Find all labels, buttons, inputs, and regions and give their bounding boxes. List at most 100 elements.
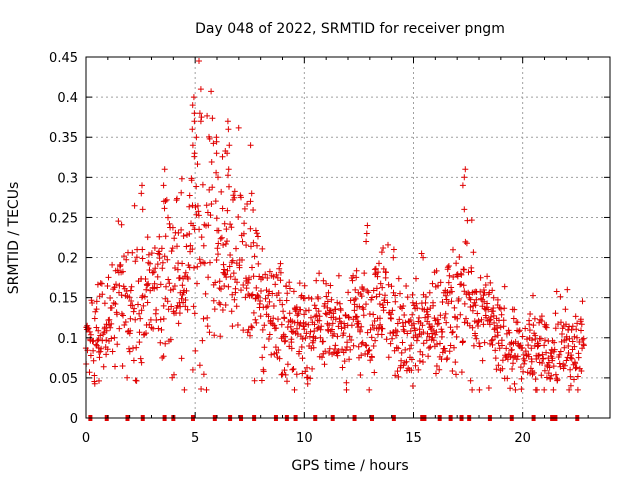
data-point [221,220,228,227]
data-point [412,362,419,369]
data-point [402,346,409,353]
data-point [273,325,280,332]
data-point [573,326,580,333]
data-point [190,94,197,101]
data-point [364,222,371,229]
data-point [194,202,201,209]
data-point [385,281,392,288]
axis-ticks: 0 0.05 0.1 0.15 0.2 0.25 0.3 0.35 0.4 0.45 0 5 10 15 2… [49,51,610,446]
data-point [473,335,480,342]
y-axis-label: SRMTID / TECUs [6,182,22,295]
data-point [491,326,498,333]
data-point [137,315,144,322]
data-point [453,333,460,340]
data-point [516,327,523,334]
data-point [144,299,151,306]
data-point [473,296,480,303]
y-tick-label: 0.45 [49,51,78,66]
data-point [282,371,289,378]
data-point [227,252,234,258]
data-point [156,233,163,240]
y-tick-label: 0.4 [57,91,78,106]
data-point [394,320,401,327]
data-point [472,332,479,339]
data-point [178,355,185,362]
data-point [240,282,247,288]
data-point [196,110,203,117]
data-point [217,333,224,340]
data-point [500,323,507,330]
data-point [122,319,129,325]
data-point [382,292,388,299]
data-point [494,322,501,329]
data-point [170,286,177,293]
data-point [506,329,513,336]
data-point [96,354,103,361]
data-point [277,260,284,267]
data-point [540,355,547,362]
data-point [454,315,461,322]
data-point [219,153,226,160]
data-point [95,336,102,343]
data-point [259,326,266,333]
data-point [415,366,422,373]
data-point [193,134,200,141]
data-point [186,230,193,237]
data-point [341,320,348,327]
data-point [275,316,281,323]
data-point [211,332,218,339]
data-point [323,293,330,300]
y-tick-label: 0.05 [49,372,78,387]
data-point [90,347,97,354]
data-point [468,268,475,275]
data-point [461,266,468,273]
data-point [501,305,508,312]
data-point [390,254,397,261]
data-point [520,368,527,375]
data-point [208,201,215,207]
data-point [420,359,426,365]
data-point [395,275,402,282]
data-point [178,295,185,302]
data-point [189,246,196,253]
data-point [579,336,586,343]
data-point [332,342,339,349]
data-point [224,118,231,125]
data-point [363,342,370,349]
data-point [372,265,379,272]
data-point [99,291,106,298]
data-point [507,385,514,392]
data-point [526,317,533,324]
data-point [422,293,429,300]
data-point [248,323,255,330]
data-point [169,224,176,231]
data-point [517,364,524,371]
data-point [361,270,368,277]
data-point [275,290,282,296]
data-point [469,324,476,331]
data-point [263,304,270,311]
data-point [519,344,526,351]
data-point [485,306,492,313]
data-point [416,326,423,333]
data-point [363,230,370,237]
data-point [567,382,574,389]
data-point [507,353,514,360]
data-point [349,277,356,284]
data-point [328,296,335,303]
data-point [190,303,197,310]
data-point [260,368,267,375]
data-point [467,377,474,384]
data-point [90,357,97,364]
data-point [261,344,268,351]
data-point [478,316,485,323]
data-point [299,336,306,342]
x-axis-label: GPS time / hours [291,458,408,474]
data-point [156,251,163,258]
data-point [276,265,283,272]
data-point [444,355,451,362]
data-point [364,329,371,336]
data-point [225,126,232,133]
data-point [378,331,385,338]
data-point [363,238,370,245]
